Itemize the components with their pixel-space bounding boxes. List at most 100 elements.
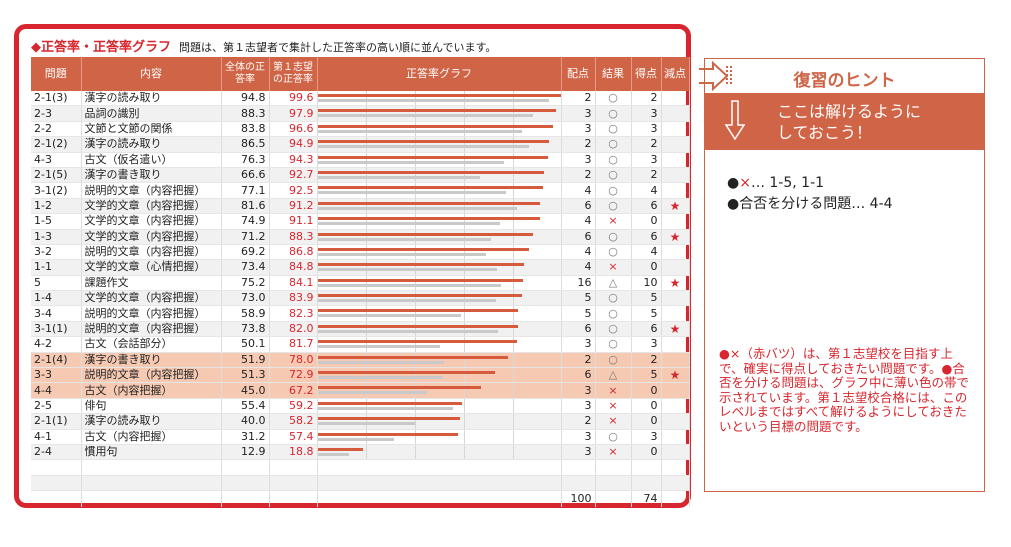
cell-content: 漢字の読み取り	[81, 136, 222, 153]
cell-first-choice-rate: 84.8	[269, 259, 318, 276]
cell-first-choice-rate: 82.0	[269, 321, 318, 338]
cell-question: 2-1(3)	[31, 91, 82, 107]
table-row: 2-2 文節と文節の関係 83.8 96.6 3 ○ 3	[31, 121, 690, 138]
cell-score: 0	[631, 444, 662, 461]
cell-result: ○	[595, 121, 632, 138]
cell-first-choice-rate: 91.1	[269, 213, 318, 230]
cell-question: 1-4	[31, 290, 82, 307]
graph-gridline	[463, 321, 465, 336]
cell-score: 5	[631, 290, 662, 307]
cell-content: 説明的文章（内容把握）	[81, 244, 222, 261]
cell-deduction: ★	[661, 229, 690, 245]
graph-gridline	[415, 229, 417, 244]
graph-gridline	[366, 167, 368, 182]
cell-content: 説明的文章（内容把握）	[81, 305, 222, 322]
cell-question: 3-4	[31, 305, 82, 322]
header-points: 配点	[561, 57, 596, 91]
empty-cell	[561, 459, 596, 476]
graph-gridline	[415, 106, 417, 121]
cell-deduction	[661, 444, 690, 461]
cell-points: 2	[561, 352, 596, 369]
table-header-row: 問題 内容 全体の正答率 第１志望の正答率 正答率グラフ 配点 結果 得点 減点	[31, 57, 690, 91]
graph-gridline	[512, 121, 514, 136]
cell-points: 16	[561, 275, 596, 292]
graph-gridline	[366, 321, 368, 336]
table-row: 2-3 品詞の識別 88.3 97.9 3 ○ 3	[31, 105, 690, 122]
cell-score: 2	[631, 91, 662, 107]
table-row: 2-1(3) 漢字の読み取り 94.8 99.6 2 ○ 2	[31, 91, 690, 107]
totals-row: 100 74	[31, 490, 690, 508]
graph-gridline	[415, 321, 417, 336]
first-choice-rate-bar	[317, 124, 554, 128]
empty-cell	[221, 459, 270, 476]
cell-overall-rate: 55.4	[221, 398, 270, 415]
cell-deduction: ★	[661, 275, 690, 292]
cell-content: 漢字の読み取り	[81, 91, 222, 107]
table-row: 4-4 古文（内容把握） 45.0 67.2 3 × 0	[31, 382, 690, 399]
empty-cell	[661, 459, 690, 476]
cell-deduction	[661, 121, 690, 138]
cell-deduction	[661, 213, 690, 230]
cell-first-choice-rate: 94.9	[269, 136, 318, 153]
empty-cell	[317, 475, 562, 492]
hint-header: ここは解けるように しておこう！	[705, 95, 984, 150]
cell-content: 説明的文章（内容把握）	[81, 182, 222, 199]
cell-score: 4	[631, 244, 662, 261]
first-choice-rate-bar	[317, 217, 540, 221]
hint-note: ●×（赤バツ）は、第１志望校を目指す上で、確実に得点しておきたい問題です。●合否…	[719, 346, 970, 434]
hint-item-wrong-text: … 1-5, 1-1	[750, 175, 825, 191]
cell-graph	[317, 213, 562, 230]
graph-gridline	[463, 260, 465, 275]
cell-overall-rate: 88.3	[221, 105, 270, 122]
cell-points: 5	[561, 305, 596, 322]
cell-score: 6	[631, 229, 662, 245]
first-choice-rate-bar	[317, 309, 519, 313]
cell-first-choice-rate: 67.2	[269, 382, 318, 399]
cell-graph	[317, 290, 562, 307]
table-row: 3-3 説明的文章（内容把握） 51.3 72.9 6 △ 5 ★	[31, 367, 690, 384]
cell-result: ○	[595, 290, 632, 307]
cell-overall-rate: 45.0	[221, 382, 270, 399]
cell-result: ×	[595, 398, 632, 415]
cell-question: 1-3	[31, 229, 82, 245]
header-result: 結果	[595, 57, 632, 91]
graph-gridline	[512, 337, 514, 352]
graph-gridline	[415, 275, 417, 290]
graph-gridline	[512, 352, 514, 367]
cell-overall-rate: 75.2	[221, 275, 270, 292]
cell-result: ○	[595, 91, 632, 107]
table-row: 1-1 文学的文章（心情把握） 73.4 84.8 4 × 0	[31, 259, 690, 276]
table-row: 4-3 古文（仮名遣い） 76.3 94.3 3 ○ 3	[31, 152, 690, 168]
graph-gridline	[463, 229, 465, 244]
first-choice-rate-bar	[317, 355, 508, 359]
cell-content: 漢字の読み取り	[81, 413, 222, 430]
overall-rate-bar	[317, 391, 428, 395]
cell-first-choice-rate: 97.9	[269, 105, 318, 122]
empty-cell	[631, 475, 662, 492]
cell-score: 0	[631, 259, 662, 276]
empty-cell	[31, 475, 82, 492]
cell-deduction: ★	[661, 321, 690, 338]
cell-graph	[317, 136, 562, 153]
graph-gridline	[512, 183, 514, 198]
cell-deduction	[661, 305, 690, 322]
cell-overall-rate: 51.3	[221, 367, 270, 384]
graph-gridline	[415, 398, 417, 413]
overall-rate-bar	[317, 237, 492, 241]
empty-cell	[81, 475, 222, 492]
cell-score: 6	[631, 198, 662, 215]
cell-result: ×	[595, 382, 632, 399]
cell-points: 3	[561, 429, 596, 445]
cell-result: ○	[595, 198, 632, 215]
table-row: 1-5 文学的文章（内容把握） 74.9 91.1 4 × 0	[31, 213, 690, 230]
cell-overall-rate: 51.9	[221, 352, 270, 369]
cell-question: 5	[31, 275, 82, 292]
cell-question: 2-2	[31, 121, 82, 138]
first-choice-rate-bar	[317, 417, 460, 421]
cell-content: 古文（内容把握）	[81, 429, 222, 445]
cell-points: 4	[561, 213, 596, 230]
cell-graph	[317, 429, 562, 445]
empty-cell	[269, 459, 318, 476]
graph-gridline	[463, 352, 465, 367]
cell-first-choice-rate: 82.3	[269, 305, 318, 322]
